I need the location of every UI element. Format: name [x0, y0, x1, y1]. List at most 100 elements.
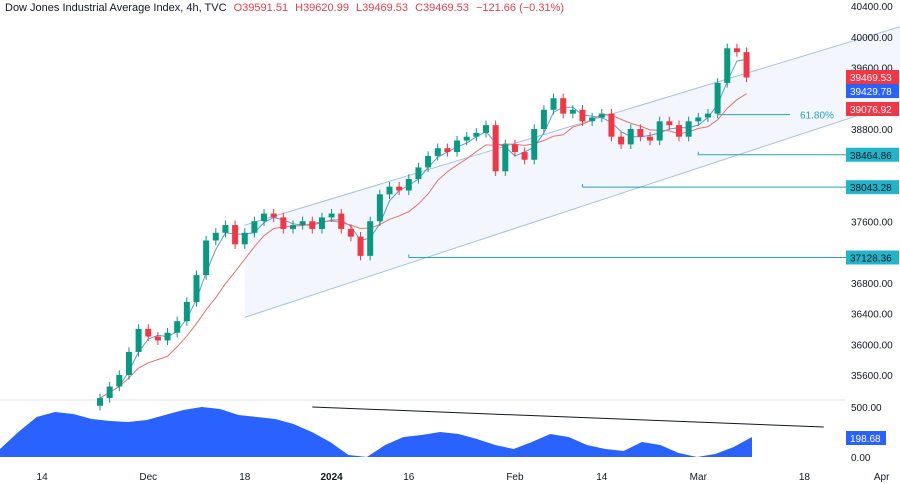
level-tag [846, 180, 899, 195]
candle-body [309, 221, 316, 229]
channel-lower-line [244, 101, 900, 318]
time-tick: Mar [690, 472, 708, 483]
candle-body [347, 228, 354, 237]
channel-fill [244, 26, 900, 318]
candle-body [463, 136, 470, 141]
candle-body [647, 136, 654, 141]
candle-body [666, 121, 673, 126]
time-tick: 14 [596, 472, 608, 483]
candle-body [174, 321, 181, 333]
candle-body [164, 332, 171, 341]
candle-body [203, 240, 210, 276]
candle-body [212, 232, 219, 241]
candle-body [608, 113, 615, 137]
candle-body [569, 109, 576, 114]
candle-body [454, 140, 461, 153]
indicator-value: 198.68 [850, 434, 881, 445]
candle-body [241, 232, 248, 245]
price-tick: 40000.00 [851, 33, 893, 44]
time-tick: Feb [506, 472, 524, 483]
price-tick: 39600.00 [851, 64, 893, 75]
candle-body [405, 178, 412, 191]
candle-body [714, 82, 721, 114]
candle-body [483, 125, 489, 133]
candle-body [415, 167, 422, 179]
price-tick: 35600.00 [851, 371, 893, 382]
time-tick: 2024 [320, 472, 343, 483]
candle-body [367, 221, 374, 256]
candle-body [434, 148, 441, 156]
symbol-title: Dow Jones Industrial Average Index, 4h, … [5, 2, 227, 14]
candle-body [261, 213, 268, 222]
time-tick: 18 [799, 472, 811, 483]
candle-body [386, 186, 393, 195]
candle-body [125, 351, 132, 375]
price-tick: 40400.00 [851, 2, 893, 13]
price-tag-label: 39429.78 [850, 87, 892, 98]
candle-body [425, 155, 432, 168]
candle-body [724, 48, 731, 83]
indicator-tick: 500.00 [851, 403, 882, 414]
candle-body [521, 152, 528, 160]
price-tick: 37600.00 [851, 217, 893, 228]
level-label: 37128.36 [850, 254, 892, 265]
price-tag-label: 39076.92 [850, 105, 892, 116]
indicator-trendline [312, 406, 824, 428]
candle-body [676, 125, 682, 137]
candle-body [318, 217, 325, 229]
candle-body [598, 113, 605, 118]
price-tag [846, 70, 899, 84]
close-value: C39469.53 [415, 2, 469, 14]
price-tick: 36800.00 [851, 279, 893, 290]
candle-body [97, 398, 103, 406]
channel-upper-line [244, 26, 900, 226]
candle-body [290, 225, 296, 229]
price-tick: 36400.00 [851, 310, 893, 321]
price-tick: 38800.00 [851, 125, 893, 136]
change-value: −121.66 (−0.31%) [475, 2, 565, 14]
candle-body [685, 121, 692, 137]
chart-header: Dow Jones Industrial Average Index, 4h, … [5, 2, 564, 14]
candle-body [473, 132, 480, 137]
candle-body [193, 275, 200, 302]
price-tick: 36000.00 [851, 340, 893, 351]
open-value: O39591.51 [233, 2, 289, 14]
candle-body [106, 386, 113, 399]
candle-body [444, 148, 451, 153]
candle-body [270, 213, 277, 218]
time-tick: 18 [239, 472, 251, 483]
candle-body [589, 117, 596, 122]
candle-body [280, 217, 287, 229]
candle-body [222, 225, 229, 233]
candle-body [531, 129, 538, 160]
candle-body [579, 109, 586, 122]
time-tick: 16 [403, 472, 415, 483]
price-tag-label: 39469.53 [850, 73, 892, 84]
candle-body [183, 301, 190, 322]
candle-body [251, 221, 258, 233]
high-value: H39620.99 [295, 2, 349, 14]
ma-slow-line [99, 93, 747, 399]
time-tick: Dec [139, 472, 157, 483]
price-tag [846, 102, 899, 116]
candle-body [618, 136, 625, 145]
candle-body [704, 113, 711, 118]
candle-body [299, 221, 306, 226]
candle-body [492, 125, 499, 172]
candle-body [637, 129, 644, 137]
candle-body [135, 328, 142, 352]
candle-body [116, 375, 123, 387]
time-tick: 14 [37, 472, 49, 483]
level-label: 38464.86 [850, 151, 892, 162]
level-label: 38043.28 [850, 183, 892, 194]
candle-body [328, 213, 335, 218]
candle-body [357, 236, 364, 256]
fib-label: 61.80% [800, 111, 834, 122]
candle-body [154, 336, 161, 341]
candle-body [627, 129, 634, 145]
indicator-tag [846, 431, 886, 445]
candle-body [540, 109, 547, 129]
candle-body [550, 98, 557, 110]
candle-body [396, 186, 403, 191]
